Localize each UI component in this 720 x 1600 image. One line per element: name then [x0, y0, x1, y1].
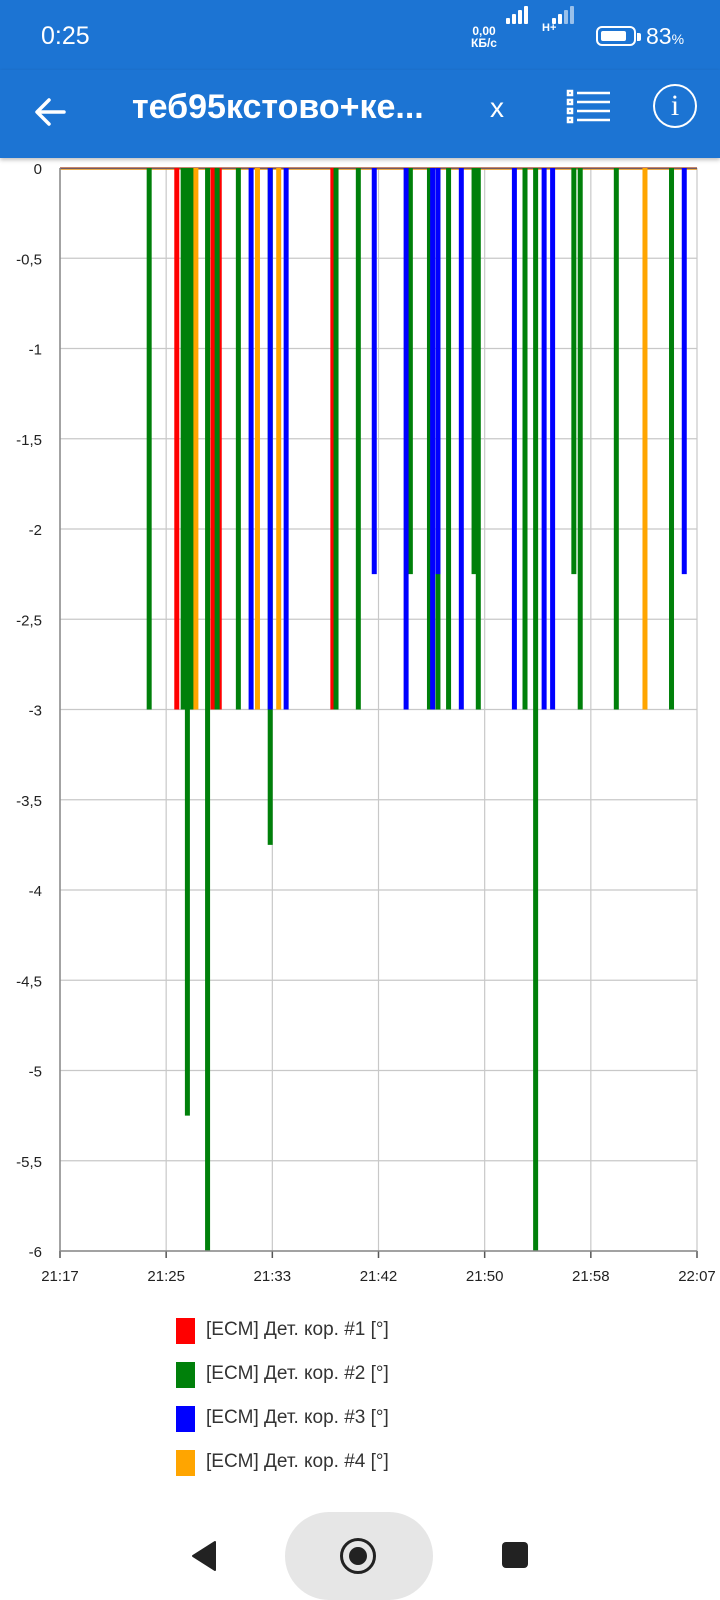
info-button[interactable]: i	[653, 84, 697, 128]
arrow-left-icon	[30, 90, 74, 134]
x-tick-label: 21:58	[572, 1268, 610, 1285]
y-tick-label: -2,5	[16, 612, 42, 629]
y-tick-label: -5,5	[16, 1154, 42, 1171]
clock: 0:25	[41, 22, 90, 51]
back-button[interactable]	[30, 90, 74, 134]
bar-series-2	[571, 168, 576, 574]
bar-series-2	[205, 168, 210, 1251]
bar-series-3	[512, 168, 517, 710]
bar-series-3	[435, 168, 440, 574]
home-dot	[349, 1547, 367, 1565]
bar-series-3	[430, 168, 435, 710]
legend-swatch	[176, 1450, 195, 1476]
x-tick-label: 22:07	[678, 1268, 716, 1285]
legend-item: [ECM] Дет. кор. #1 [°]	[176, 1318, 476, 1346]
y-tick-label: -1,5	[16, 432, 42, 449]
legend-label: [ECM] Дет. кор. #4 [°]	[206, 1451, 389, 1473]
y-tick-label: -4,5	[16, 973, 42, 990]
bar-series-3	[542, 168, 547, 710]
bar-series-2	[476, 168, 481, 710]
y-tick-label: -5	[29, 1064, 42, 1081]
bar-series-2	[215, 168, 220, 710]
bar-series-2	[578, 168, 583, 710]
list-icon	[566, 88, 612, 128]
bar-series-3	[682, 168, 687, 574]
legend-label: [ECM] Дет. кор. #3 [°]	[206, 1407, 389, 1429]
bar-series-3	[372, 168, 377, 574]
x-tick-label: 21:50	[466, 1268, 504, 1285]
y-tick-label: -3	[29, 703, 42, 720]
list-button[interactable]	[566, 88, 612, 128]
bar-series-2	[669, 168, 674, 710]
clear-button[interactable]: x	[490, 92, 504, 124]
y-tick-label: -3,5	[16, 793, 42, 810]
legend-label: [ECM] Дет. кор. #1 [°]	[206, 1319, 389, 1341]
x-tick-label: 21:17	[41, 1268, 79, 1285]
battery-icon	[596, 26, 636, 46]
page-title: теб95кстово+ке...	[132, 88, 452, 127]
legend-swatch	[176, 1362, 195, 1388]
y-tick-label: -4	[29, 883, 42, 900]
info-icon: i	[671, 89, 679, 122]
navigation-bar	[0, 1500, 720, 1600]
bar-series-2	[533, 168, 538, 1251]
bar-series-2	[147, 168, 152, 710]
legend-item: [ECM] Дет. кор. #3 [°]	[176, 1406, 476, 1434]
app-bar: теб95кстово+ке... x i	[0, 70, 720, 158]
bar-series-3	[249, 168, 254, 710]
network-speed: 0,00 КБ/с	[467, 25, 501, 49]
x-tick-label: 21:33	[254, 1268, 292, 1285]
x-tick-label: 21:25	[147, 1268, 185, 1285]
bar-series-4	[642, 168, 647, 710]
square-recent-icon[interactable]	[502, 1542, 528, 1568]
bar-series-3	[404, 168, 409, 710]
legend-item: [ECM] Дет. кор. #4 [°]	[176, 1450, 476, 1478]
y-tick-label: 0	[34, 161, 42, 178]
battery-percent: 83%	[646, 23, 684, 50]
y-tick-label: -1	[29, 342, 42, 359]
legend-item: [ECM] Дет. кор. #2 [°]	[176, 1362, 476, 1390]
bar-series-2	[523, 168, 528, 710]
network-speed-unit: КБ/с	[467, 37, 501, 49]
legend-label: [ECM] Дет. кор. #2 [°]	[206, 1363, 389, 1385]
y-tick-label: -6	[29, 1244, 42, 1261]
x-tick-label: 21:42	[360, 1268, 398, 1285]
bar-series-3	[459, 168, 464, 710]
bar-series-2	[446, 168, 451, 710]
home-button[interactable]	[285, 1512, 433, 1600]
legend-swatch	[176, 1318, 195, 1344]
bar-series-3	[550, 168, 555, 710]
legend-swatch	[176, 1406, 195, 1432]
bar-series-2	[356, 168, 361, 710]
bar-series-4	[193, 168, 198, 710]
status-bar: 0:25 0,00 КБ/с H+ 83%	[0, 0, 720, 70]
triangle-back-icon[interactable]	[190, 1540, 218, 1572]
y-tick-label: -2	[29, 522, 42, 539]
chart-grid	[60, 168, 697, 1251]
bar-series-3	[268, 168, 273, 710]
bar-series-3	[284, 168, 289, 710]
bar-series-1	[174, 168, 179, 710]
bar-series-2	[614, 168, 619, 710]
y-tick-label: -0,5	[16, 251, 42, 268]
detonation-chart[interactable]: 0 -0,5 -1 -1,5 -2 -2,5 -3 -3,5 -4 -4,5 -5 -5,5 -6 21:…	[0, 158, 720, 1308]
chart-axes: 0 -0,5 -1 -1,5 -2 -2,5 -3 -3,5 -4 -4,5 -5 -5,5 -6 21:…	[16, 161, 716, 1285]
bar-series-4	[276, 168, 281, 710]
bar-series-2	[334, 168, 339, 710]
bar-series-4	[255, 168, 260, 710]
bar-series-2	[236, 168, 241, 710]
